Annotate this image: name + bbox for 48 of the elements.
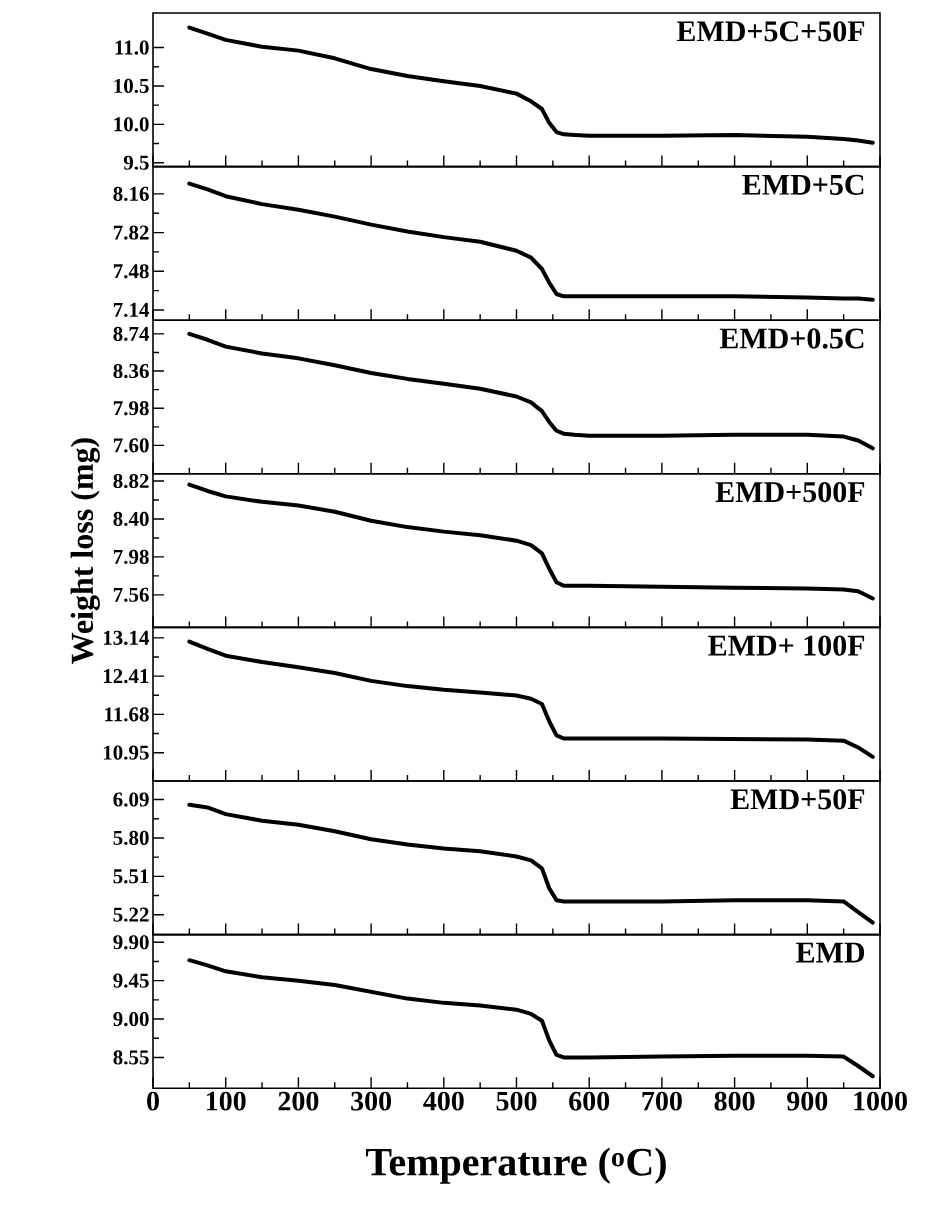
y-tick-label: 9.90 (113, 935, 149, 950)
x-tick-label: 900 (787, 1091, 828, 1111)
text: EMD+5C+50F (676, 21, 865, 42)
y-tick-label: 5.80 (113, 830, 149, 846)
y-tick-label: 8.82 (113, 473, 149, 489)
y-tick-label: 5.51 (113, 869, 149, 884)
y-tick-label: 9.00 (113, 1011, 149, 1027)
y-tick-label: 11.68 (105, 707, 149, 722)
text: EMD+0.5C (719, 328, 864, 349)
y-tick-label: 8.55 (113, 1050, 149, 1065)
y-tick-label: 7.56 (113, 587, 149, 602)
y-axis-title: Weight loss (mg) (70, 438, 100, 664)
x-tick-label: 0 (147, 1091, 159, 1111)
x-tick-label: 800 (714, 1091, 755, 1111)
x-tick-label: 200 (278, 1091, 319, 1111)
y-tick-label: 7.82 (113, 225, 149, 240)
y-tick-label: 8.40 (113, 511, 149, 527)
y-tick-label: 9.45 (113, 973, 149, 988)
y-tick-label: 13.14 (103, 630, 150, 645)
y-tick-label: 12.41 (103, 669, 149, 684)
y-tick-label: 11.0 (115, 40, 149, 55)
x-tick-label: 700 (642, 1091, 682, 1111)
y-tick-label: 7.98 (113, 401, 149, 416)
x-axis-title: Temperature ($^{o}$C) (366, 1147, 666, 1184)
x-tick-label: 500 (496, 1091, 537, 1111)
y-tick-label: 10.5 (114, 78, 149, 94)
y-tick-label: 9.5 (123, 155, 149, 170)
y-tick-label: 7.98 (113, 549, 149, 565)
text: EMD+5C (742, 174, 864, 195)
x-tick-label: 100 (206, 1091, 246, 1111)
x-tick-label: 600 (569, 1091, 610, 1111)
text: EMD+500F (715, 481, 865, 503)
y-tick-label: 7.48 (113, 264, 149, 279)
text: EMD (796, 942, 865, 963)
x-tick-label: 300 (351, 1091, 392, 1111)
x-tick-label: 400 (423, 1091, 464, 1111)
y-tick-label: 5.22 (113, 907, 149, 922)
x-tick-label: 1000 (854, 1091, 907, 1111)
y-tick-label: 7.60 (113, 438, 149, 453)
text: EMD+50F (730, 789, 865, 810)
y-tick-label: 10.95 (103, 745, 149, 760)
y-tick-label: 8.36 (113, 363, 149, 379)
y-tick-label: 8.74 (113, 326, 150, 342)
y-tick-label: 8.16 (113, 186, 149, 202)
y-tick-label: 6.09 (113, 792, 149, 807)
text: EMD+ 100F (708, 635, 865, 656)
y-tick-label: 7.14 (113, 302, 150, 318)
y-tick-label: 10.0 (114, 117, 149, 132)
